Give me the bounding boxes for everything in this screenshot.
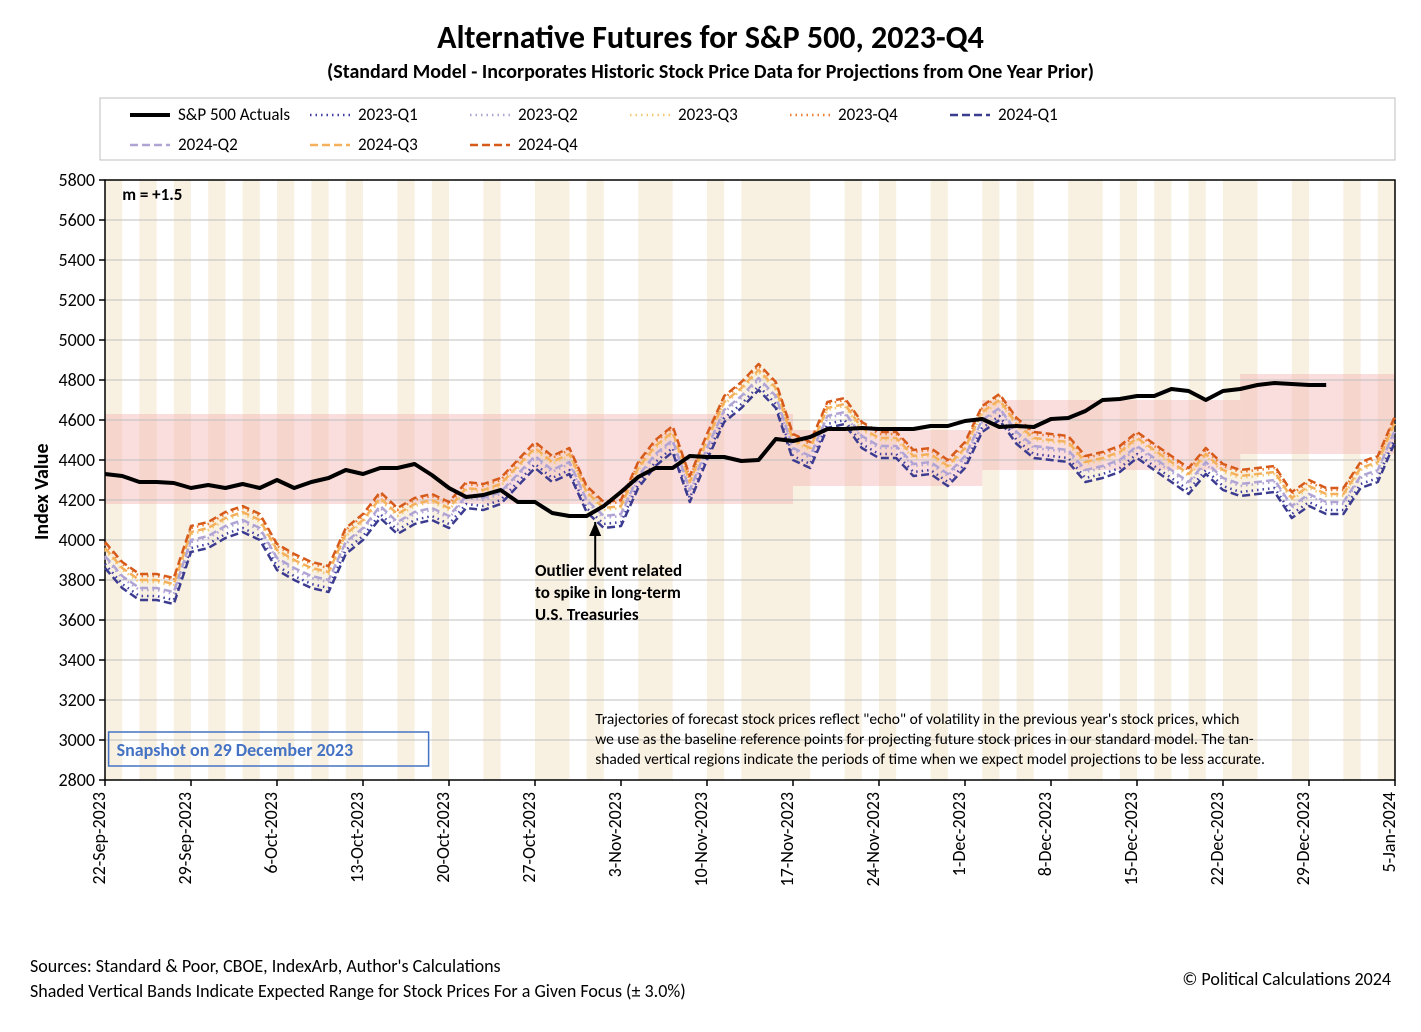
footer-bands-note: Shaded Vertical Bands Indicate Expected … [30,980,686,1002]
svg-text:1-Dec-2023: 1-Dec-2023 [948,792,970,876]
svg-text:20-Oct-2023: 20-Oct-2023 [432,792,454,883]
footer-sources: Sources: Standard & Poor, CBOE, IndexArb… [30,955,501,977]
svg-text:29-Sep-2023: 29-Sep-2023 [174,792,196,884]
svg-text:5000: 5000 [59,329,96,351]
svg-text:10-Nov-2023: 10-Nov-2023 [690,792,712,887]
svg-text:Outlier event related: Outlier event related [535,560,682,581]
svg-text:3600: 3600 [59,609,96,631]
svg-text:2024-Q4: 2024-Q4 [518,134,578,155]
svg-text:Snapshot on 29 December 2023: Snapshot on 29 December 2023 [117,739,354,761]
svg-text:5400: 5400 [59,249,96,271]
svg-text:4400: 4400 [59,449,96,471]
svg-text:we use as the baseline referen: we use as the baseline reference points … [595,730,1254,749]
svg-text:shaded vertical regions indica: shaded vertical regions indicate the per… [595,750,1265,769]
svg-text:2023-Q1: 2023-Q1 [358,104,418,125]
svg-text:5800: 5800 [59,169,96,191]
svg-text:3400: 3400 [59,649,96,671]
svg-text:2800: 2800 [59,769,96,791]
svg-text:13-Oct-2023: 13-Oct-2023 [346,792,368,883]
svg-text:17-Nov-2023: 17-Nov-2023 [776,792,798,887]
svg-text:2024-Q1: 2024-Q1 [998,104,1058,125]
svg-text:to spike in long-term: to spike in long-term [535,582,681,603]
svg-text:2023-Q2: 2023-Q2 [518,104,578,125]
svg-text:2024-Q2: 2024-Q2 [178,134,238,155]
svg-text:4800: 4800 [59,369,96,391]
svg-text:U.S. Treasuries: U.S. Treasuries [535,604,639,625]
svg-text:2023-Q4: 2023-Q4 [838,104,898,125]
svg-text:15-Dec-2023: 15-Dec-2023 [1120,792,1142,885]
svg-text:27-Oct-2023: 27-Oct-2023 [518,792,540,883]
svg-text:3000: 3000 [59,729,96,751]
svg-text:22-Sep-2023: 22-Sep-2023 [88,792,110,884]
svg-text:3200: 3200 [59,689,96,711]
svg-text:Trajectories of forecast stock: Trajectories of forecast stock prices re… [595,710,1239,729]
svg-text:2023-Q3: 2023-Q3 [678,104,738,125]
svg-text:m = +1.5: m = +1.5 [122,184,182,205]
svg-text:3-Nov-2023: 3-Nov-2023 [604,792,626,877]
svg-text:29-Dec-2023: 29-Dec-2023 [1292,792,1314,885]
svg-text:24-Nov-2023: 24-Nov-2023 [862,792,884,887]
chart-container: Alternative Futures for S&P 500, 2023-Q4… [0,0,1421,1032]
y-axis-label: Index Value [30,443,54,540]
svg-text:4200: 4200 [59,489,96,511]
svg-text:4600: 4600 [59,409,96,431]
svg-text:5-Jan-2024: 5-Jan-2024 [1378,792,1400,872]
svg-text:S&P 500 Actuals: S&P 500 Actuals [178,104,290,125]
svg-text:5600: 5600 [59,209,96,231]
chart-svg: 2800 3000 3200 3400 3600 3800 4000 4200 4400 4600… [0,0,1421,1032]
svg-text:6-Oct-2023: 6-Oct-2023 [260,792,282,874]
copyright: © Political Calculations 2024 [1182,968,1391,990]
svg-text:22-Dec-2023: 22-Dec-2023 [1206,792,1228,885]
svg-text:3800: 3800 [59,569,96,591]
svg-text:2024-Q3: 2024-Q3 [358,134,418,155]
svg-text:4000: 4000 [59,529,96,551]
svg-text:8-Dec-2023: 8-Dec-2023 [1034,792,1056,876]
svg-text:5200: 5200 [59,289,96,311]
